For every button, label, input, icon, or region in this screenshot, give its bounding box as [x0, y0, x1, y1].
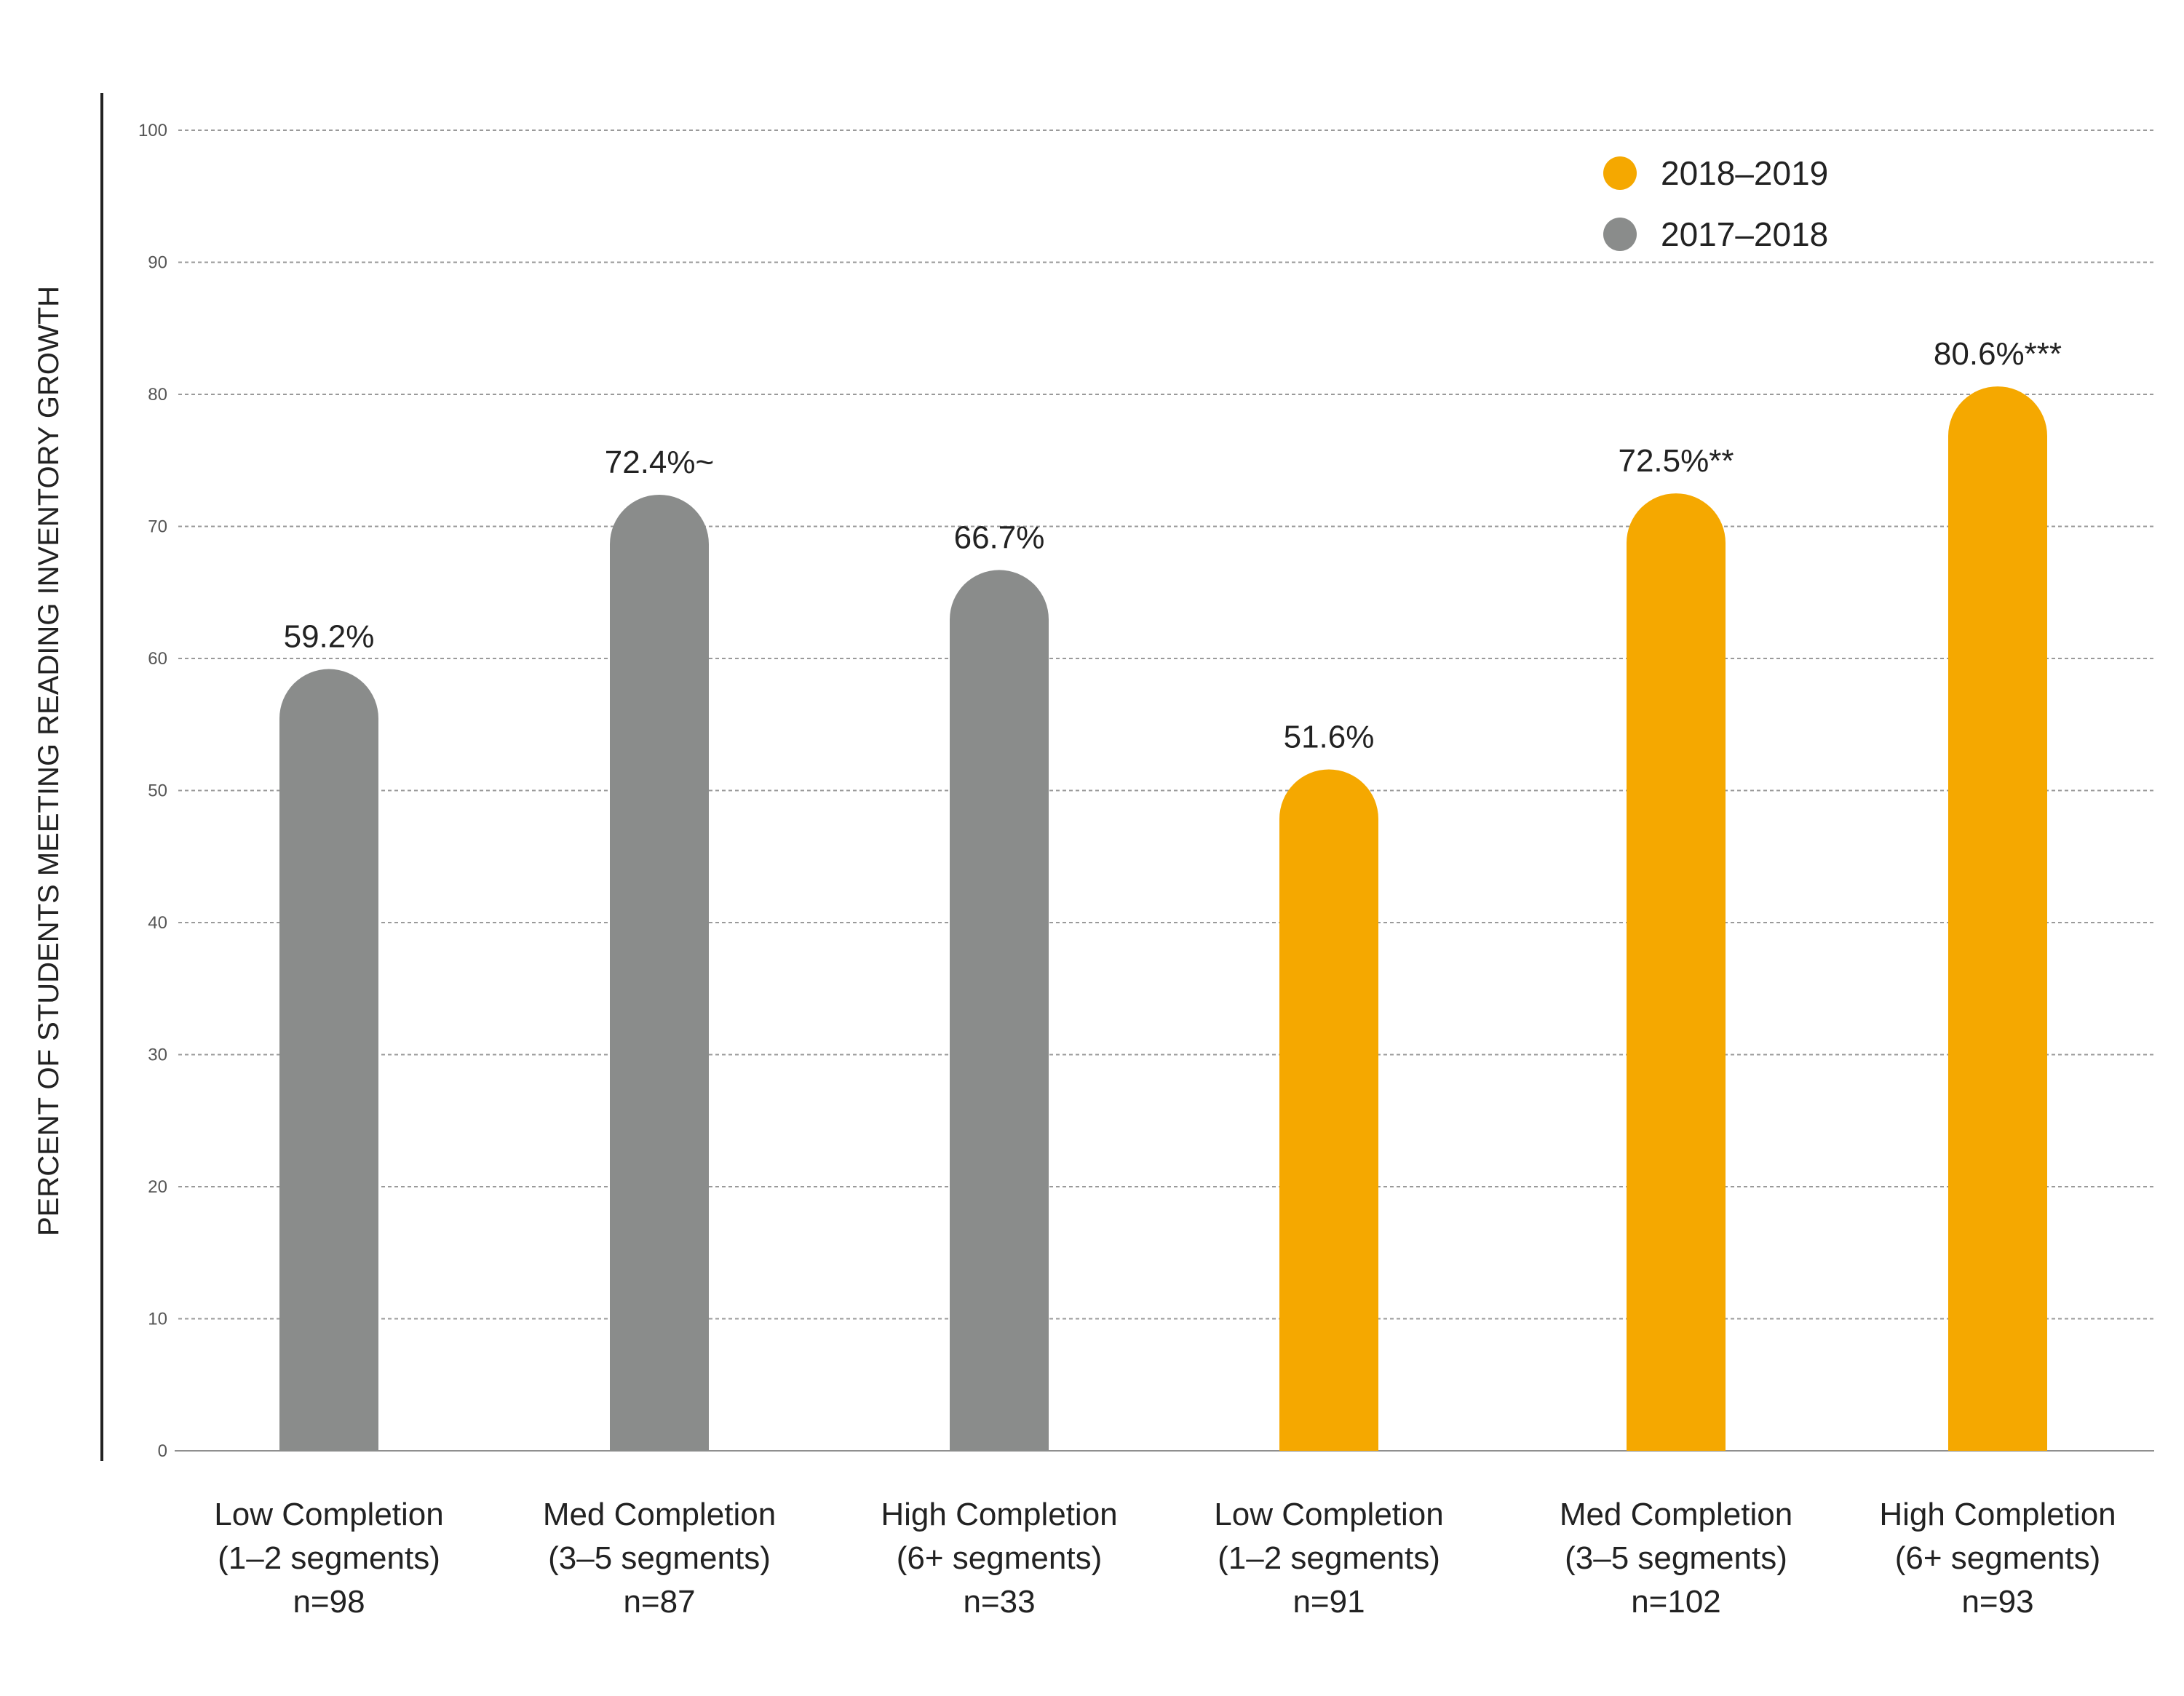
category-label-line: n=33 — [963, 1584, 1035, 1620]
data-label: 72.5%** — [1618, 443, 1734, 479]
y-axis-label: PERCENT OF STUDENTS MEETING READING INVE… — [33, 286, 65, 1236]
data-label: 72.4%~ — [605, 445, 714, 480]
legend-swatch — [1603, 156, 1637, 190]
category-label-line: Low Completion — [1214, 1497, 1444, 1532]
category-labels: Low Completion (1–2 segments) n=98 Med Comp… — [214, 1497, 2116, 1620]
category-label-line: Med Completion — [1560, 1497, 1792, 1532]
legend-swatch — [1603, 218, 1637, 251]
category-label-line: High Completion — [1879, 1497, 2116, 1532]
y-tick-label: 90 — [148, 253, 167, 273]
legend: 2018–2019 2017–2018 — [1603, 154, 1828, 253]
bar-1 — [279, 669, 378, 1451]
legend-label: 2018–2019 — [1661, 154, 1828, 192]
bar-2 — [610, 494, 709, 1452]
category-label-line: Med Completion — [543, 1497, 776, 1532]
y-tick-label: 50 — [148, 781, 167, 801]
category-label-line: Low Completion — [214, 1497, 444, 1532]
category-label-line: n=93 — [1961, 1584, 2033, 1620]
y-tick-label: 0 — [158, 1441, 167, 1461]
category-label-line: High Completion — [881, 1497, 1117, 1532]
data-labels: 59.2% 72.4%~ 66.7% 51.6% 72.5%** 80.6%*** — [284, 336, 2062, 755]
bars — [279, 386, 2047, 1452]
y-tick-label: 30 — [148, 1046, 167, 1065]
category-label-line: (1–2 segments) — [218, 1540, 440, 1576]
category-label-line: n=98 — [293, 1584, 365, 1620]
category-label-line: (6+ segments) — [1895, 1540, 2100, 1576]
category-label-line: n=87 — [623, 1584, 695, 1620]
bar-4 — [1279, 769, 1378, 1451]
data-label: 59.2% — [284, 619, 375, 655]
y-tick-label: 70 — [148, 517, 167, 537]
category-label-line: (6+ segments) — [897, 1540, 1102, 1576]
y-tick-label: 10 — [148, 1310, 167, 1329]
data-label: 51.6% — [1284, 719, 1375, 755]
data-label: 80.6%*** — [1934, 336, 2062, 372]
y-tick-label: 20 — [148, 1177, 167, 1197]
bar-5 — [1627, 493, 1726, 1451]
category-label-line: n=91 — [1292, 1584, 1365, 1620]
y-tick-label: 80 — [148, 385, 167, 405]
y-tick-label: 40 — [148, 913, 167, 933]
category-label-line: (3–5 segments) — [548, 1540, 771, 1576]
legend-label: 2017–2018 — [1661, 215, 1828, 253]
category-label-line: n=102 — [1631, 1584, 1721, 1620]
y-tick-labels: 0 10 20 30 40 50 60 70 80 90 100 — [138, 121, 167, 1461]
bar-6 — [1948, 386, 2047, 1451]
y-tick-label: 60 — [148, 649, 167, 669]
gridlines — [178, 130, 2154, 1320]
category-label-line: (1–2 segments) — [1218, 1540, 1440, 1576]
category-label-line: (3–5 segments) — [1565, 1540, 1787, 1576]
data-label: 66.7% — [954, 519, 1045, 555]
y-tick-label: 100 — [138, 121, 167, 140]
bar-3 — [950, 570, 1049, 1451]
